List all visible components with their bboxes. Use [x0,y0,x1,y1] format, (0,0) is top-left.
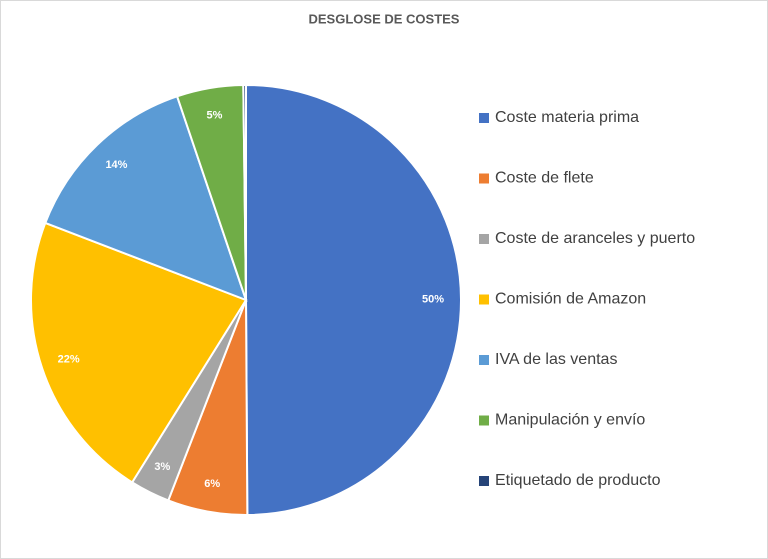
legend-label: Coste de aranceles y puerto [495,230,695,247]
legend-swatch [479,294,489,305]
legend-label: Coste de flete [495,170,594,187]
data-label: 6% [204,478,220,490]
pie-slice [245,83,463,517]
legend-swatch [479,476,489,486]
data-label: 3% [154,461,170,473]
chart-title: DESGLOSE DE COSTES [309,11,460,26]
legend-label: IVA de las ventas [495,351,617,368]
data-label: 5% [207,110,223,122]
legend-swatch [479,355,489,365]
legend-swatch [479,234,489,244]
legend-swatch [479,113,489,123]
legend-swatch [479,173,489,184]
pie-slice [30,221,248,484]
data-label: 50% [422,293,444,305]
legend-label: Manipulación y envío [495,412,645,429]
legend-label: Etiquetado de producto [495,472,661,489]
pie-slice [44,95,248,302]
data-label: 14% [105,159,127,171]
legend-swatch [479,415,489,426]
data-label: 22% [58,353,80,365]
legend-label: Comisión de Amazon [495,291,646,308]
legend-label: Coste materia prima [495,109,639,126]
pie-slice [242,83,247,301]
